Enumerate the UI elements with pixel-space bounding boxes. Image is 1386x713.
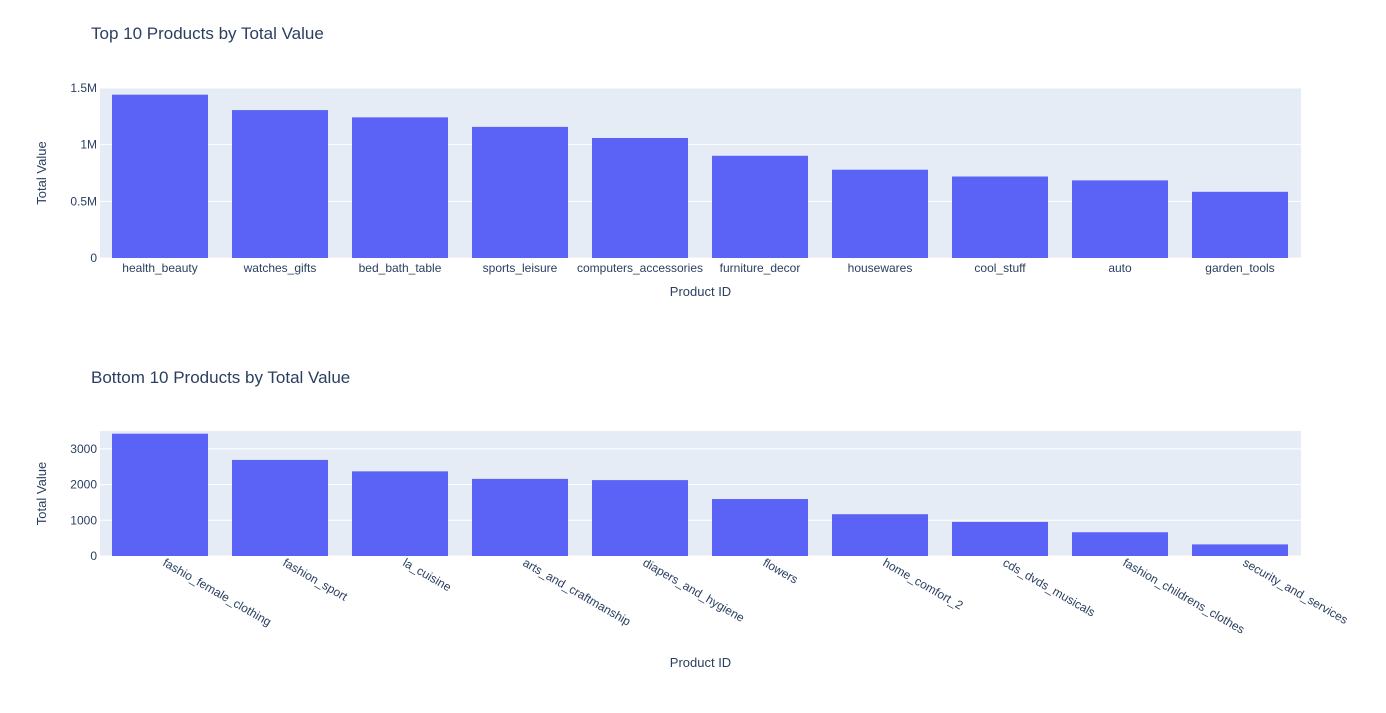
x-axis-title: Product ID — [670, 655, 731, 670]
x-tick-label: home_comfort_2 — [881, 555, 966, 612]
bar-fashion_childrens_clothes[interactable] — [1072, 532, 1168, 556]
bar-home_comfort_2[interactable] — [832, 514, 928, 556]
bar-arts_and_craftmanship[interactable] — [472, 478, 568, 556]
bar-housewares[interactable] — [832, 169, 928, 258]
bar-fashio_female_clothing[interactable] — [112, 433, 208, 556]
x-tick-label: fashion_sport — [281, 555, 351, 603]
x-tick-label: fashio_female_clothing — [161, 555, 274, 628]
bar-fashion_sport[interactable] — [232, 459, 328, 556]
y-tick-label: 0.5M — [70, 194, 97, 208]
x-tick-label: watches_gifts — [243, 261, 317, 275]
y-tick-label: 0 — [90, 549, 97, 563]
x-tick-label: computers_accessories — [577, 261, 703, 275]
x-tick-label: housewares — [848, 261, 913, 275]
bar-sports_leisure[interactable] — [472, 126, 568, 258]
y-axis-title: Total Value — [34, 141, 49, 204]
bar-cool_stuff[interactable] — [952, 176, 1048, 258]
y-tick-label: 0 — [90, 251, 97, 265]
bar-watches_gifts[interactable] — [232, 110, 328, 258]
y-tick-label: 1000 — [70, 513, 97, 527]
top-products-plot: 0 0.5M 1M 1.5M health_beauty watches_gifts bed… — [34, 81, 1301, 299]
bar-garden_tools[interactable] — [1192, 191, 1288, 258]
x-tick-label: flowers — [761, 555, 801, 586]
chart-title: Top 10 Products by Total Value — [91, 24, 324, 43]
bar-auto[interactable] — [1072, 180, 1168, 258]
y-axis-title: Total Value — [34, 462, 49, 525]
bar-diapers_and_hygiene[interactable] — [592, 480, 688, 556]
y-tick-label: 3000 — [70, 442, 97, 456]
bar-furniture_decor[interactable] — [712, 155, 808, 258]
bar-flowers[interactable] — [712, 499, 808, 556]
x-tick-label: auto — [1108, 261, 1132, 275]
bar-la_cuisine[interactable] — [352, 471, 448, 556]
x-tick-label: arts_and_craftmanship — [521, 555, 634, 628]
x-tick-label: furniture_decor — [720, 261, 801, 275]
x-tick-label: bed_bath_table — [359, 261, 442, 275]
bar-bed_bath_table[interactable] — [352, 117, 448, 258]
chart-title: Bottom 10 Products by Total Value — [91, 368, 351, 387]
y-tick-label: 1M — [80, 138, 97, 152]
x-tick-label: fashion_childrens_clothes — [1121, 555, 1248, 636]
x-tick-label: cds_dvds_musicals — [1001, 555, 1098, 619]
x-tick-label: diapers_and_hygiene — [641, 555, 748, 625]
x-tick-label: la_cuisine — [401, 555, 454, 594]
bar-cds_dvds_musicals[interactable] — [952, 521, 1048, 556]
bottom-products-chart: Bottom 10 Products by Total Value 0 1000 2… — [0, 355, 1386, 708]
bar-computers_accessories[interactable] — [592, 137, 688, 258]
x-axis-title: Product ID — [670, 284, 731, 299]
x-tick-label: security_and_services — [1241, 555, 1351, 626]
x-tick-label: cool_stuff — [974, 261, 1026, 275]
bar-security_and_services[interactable] — [1192, 544, 1288, 556]
bar-health_beauty[interactable] — [112, 94, 208, 258]
x-tick-label: garden_tools — [1205, 261, 1274, 275]
top-products-chart: Top 10 Products by Total Value 0 0.5M 1M 1.… — [0, 0, 1386, 320]
x-tick-label: health_beauty — [122, 261, 197, 275]
y-tick-label: 1.5M — [70, 81, 97, 95]
y-tick-label: 2000 — [70, 478, 97, 492]
x-tick-label: sports_leisure — [483, 261, 558, 275]
